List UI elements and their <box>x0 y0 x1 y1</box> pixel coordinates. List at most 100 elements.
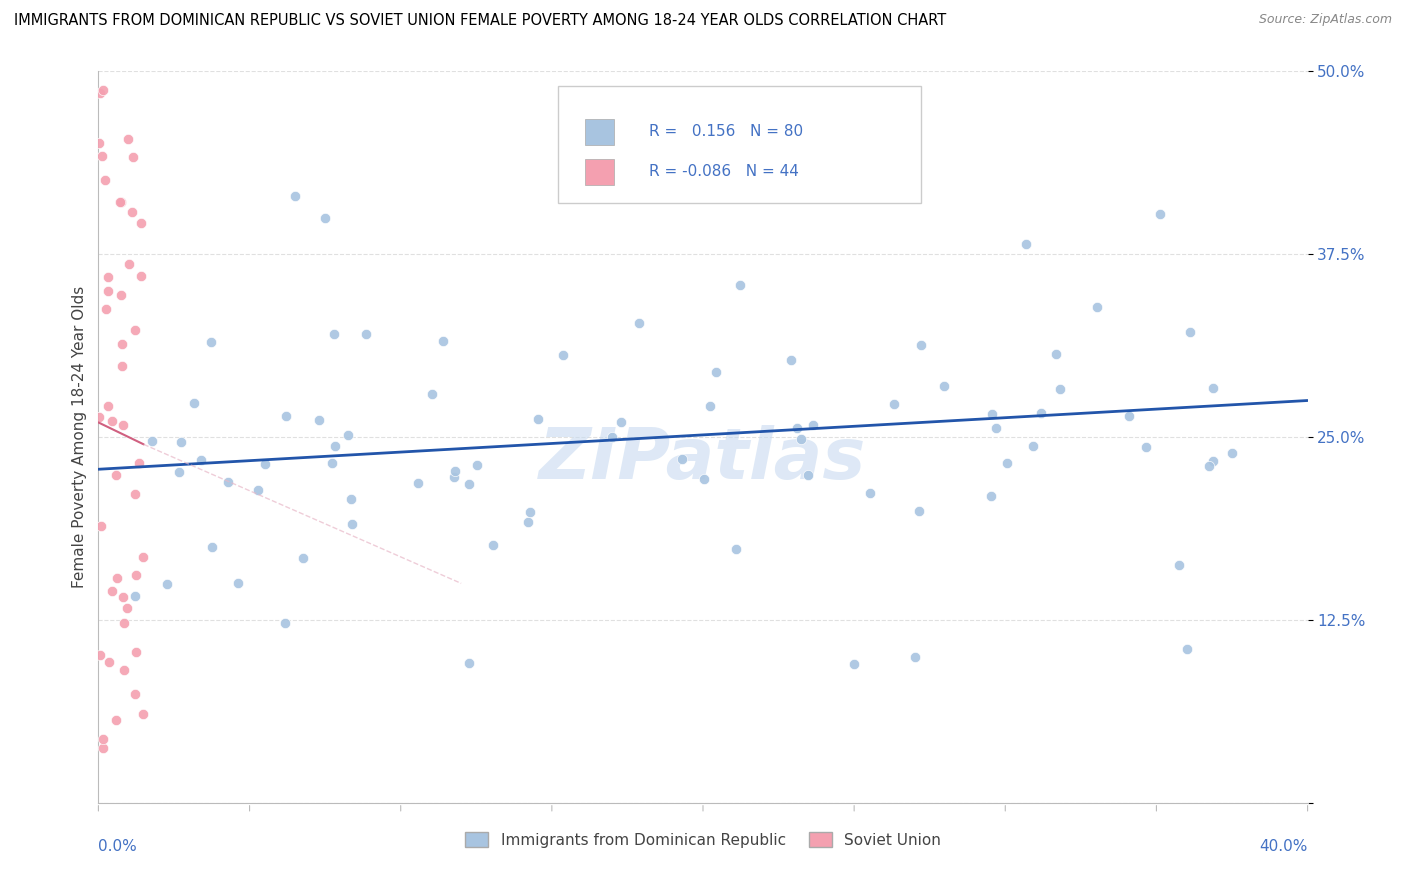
Point <box>108 194 131 209</box>
Text: 40.0%: 40.0% <box>1260 839 1308 855</box>
Point <box>112 418 135 433</box>
Point <box>91 149 114 163</box>
Point <box>340 516 363 531</box>
Point <box>1045 347 1067 361</box>
Point <box>1022 439 1045 453</box>
Point <box>724 542 747 557</box>
Point <box>87 136 110 150</box>
Text: R = -0.086   N = 44: R = -0.086 N = 44 <box>648 164 799 179</box>
Point <box>981 407 1004 421</box>
Point <box>308 412 330 426</box>
Point <box>111 337 134 351</box>
Point <box>786 421 808 435</box>
Point <box>610 415 633 429</box>
Point <box>627 317 650 331</box>
Point <box>129 216 152 230</box>
Point <box>801 417 824 432</box>
Point <box>118 257 141 271</box>
Point <box>1149 207 1171 221</box>
Point <box>458 656 481 670</box>
Point <box>1049 382 1071 396</box>
Point <box>200 335 222 350</box>
Point <box>167 465 190 479</box>
Point <box>91 740 114 755</box>
Point <box>406 475 429 490</box>
Point <box>790 432 813 446</box>
Point <box>90 519 112 533</box>
Point <box>183 396 205 410</box>
Point <box>728 277 751 292</box>
Y-axis label: Female Poverty Among 18-24 Year Olds: Female Poverty Among 18-24 Year Olds <box>72 286 87 588</box>
Point <box>908 504 931 518</box>
Text: IMMIGRANTS FROM DOMINICAN REPUBLIC VS SOVIET UNION FEMALE POVERTY AMONG 18-24 YE: IMMIGRANTS FROM DOMINICAN REPUBLIC VS SO… <box>14 13 946 29</box>
Point <box>1202 454 1225 468</box>
Point <box>340 492 363 507</box>
Point <box>671 451 693 466</box>
Point <box>124 687 146 701</box>
Point <box>110 287 132 301</box>
Point <box>132 707 155 722</box>
Point <box>97 270 120 285</box>
Point <box>1118 409 1140 423</box>
Point <box>125 644 148 658</box>
Point <box>101 414 124 428</box>
Point <box>1175 642 1198 657</box>
Point <box>273 615 295 630</box>
Legend: Immigrants from Dominican Republic, Soviet Union: Immigrants from Dominican Republic, Sovi… <box>460 825 946 854</box>
Point <box>112 663 135 677</box>
Point <box>1087 300 1109 314</box>
Point <box>859 486 882 500</box>
Point <box>125 567 148 582</box>
Point <box>904 649 927 664</box>
Point <box>1222 446 1244 460</box>
Point <box>124 487 146 501</box>
Point <box>322 327 344 342</box>
Point <box>217 475 239 489</box>
Point <box>1135 440 1157 454</box>
Text: R =   0.156   N = 80: R = 0.156 N = 80 <box>648 124 803 139</box>
Point <box>128 456 150 470</box>
Point <box>97 400 120 414</box>
Point <box>201 540 224 554</box>
Point <box>141 434 163 449</box>
Point <box>314 211 336 225</box>
Point <box>254 457 277 471</box>
FancyBboxPatch shape <box>585 159 614 185</box>
Point <box>1029 406 1052 420</box>
FancyBboxPatch shape <box>585 119 614 145</box>
FancyBboxPatch shape <box>558 86 921 203</box>
Point <box>124 589 146 603</box>
Point <box>91 731 114 746</box>
Point <box>121 205 143 219</box>
Point <box>693 472 716 486</box>
Point <box>129 269 152 284</box>
Text: 0.0%: 0.0% <box>98 839 138 855</box>
Point <box>354 327 377 342</box>
Point <box>110 195 132 210</box>
Point <box>516 515 538 529</box>
Point <box>1198 458 1220 473</box>
Point <box>104 468 127 483</box>
Point <box>247 483 270 498</box>
Point <box>117 601 139 615</box>
Point <box>444 464 467 478</box>
Point <box>443 470 465 484</box>
Point <box>98 655 121 669</box>
Point <box>91 82 114 96</box>
Point <box>87 410 110 425</box>
Point <box>111 590 134 604</box>
Point <box>321 456 343 470</box>
Point <box>519 505 541 519</box>
Point <box>844 657 866 671</box>
Point <box>600 430 623 444</box>
Point <box>112 616 135 631</box>
Point <box>190 453 212 467</box>
Point <box>276 409 298 423</box>
Point <box>1168 558 1191 573</box>
Point <box>432 334 454 348</box>
Point <box>226 576 249 591</box>
Point <box>883 396 905 410</box>
Point <box>89 86 111 100</box>
Point <box>105 713 128 727</box>
Point <box>465 458 488 472</box>
